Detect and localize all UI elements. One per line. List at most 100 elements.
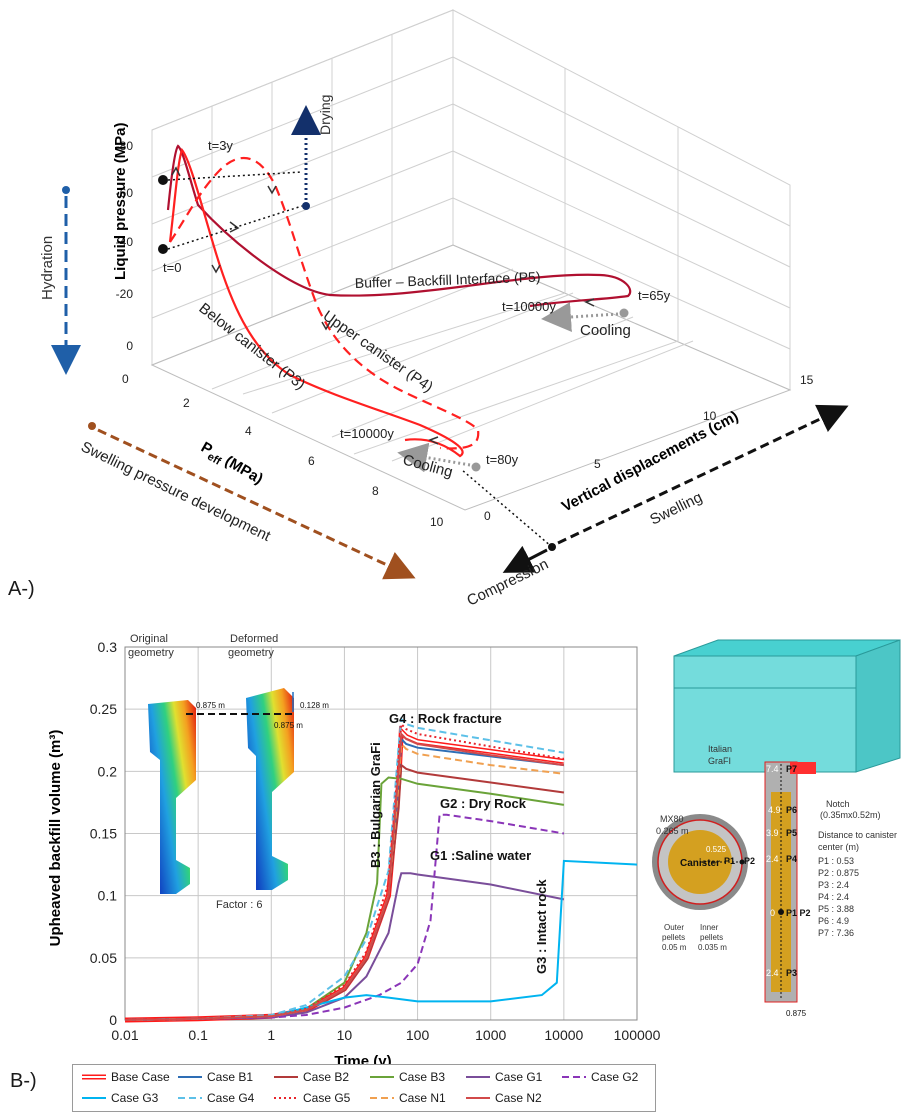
mx80-dim: 0.265 m	[656, 826, 689, 836]
legend-label: Case N1	[399, 1091, 446, 1105]
t3-label: t=3y	[208, 138, 233, 153]
peff-ticks: 0 2 4 6 8 10	[122, 372, 444, 529]
italian-label-2: GraFI	[708, 756, 731, 766]
distance-p4: P4 : 2.4	[818, 892, 849, 902]
v39: 3.9	[766, 828, 779, 838]
distance-p5: P5 : 3.88	[818, 904, 854, 914]
x-tick-label: 10000	[544, 1027, 583, 1043]
vd-tick: 5	[594, 457, 601, 471]
deformed-title-2: geometry	[228, 647, 274, 659]
repository-schematic: Italian GraFI 7.4 4.9 3.9 2.4 0 2.4 P7 P…	[652, 639, 901, 1018]
v74: 7.4	[766, 764, 779, 774]
legend-label: Case G1	[495, 1070, 543, 1084]
y-tick-label: 0	[109, 1012, 117, 1028]
lp7: P7	[786, 764, 797, 774]
legend-label: Case G5	[303, 1091, 351, 1105]
series-case-n2	[124, 731, 565, 1021]
legend-item: Case G2	[561, 1070, 638, 1084]
v0: 0	[770, 908, 775, 918]
legend-item: Case N1	[369, 1091, 446, 1105]
t65-label: t=65y	[638, 288, 671, 303]
annotation-g4: G4 : Rock fracture	[389, 711, 502, 726]
y-tick-label: 0.1	[98, 888, 118, 904]
lp3: P3	[786, 968, 797, 978]
italian-label: Italian	[708, 744, 732, 754]
distance-p6: P6 : 4.9	[818, 916, 849, 926]
v24a: 2.4	[766, 854, 779, 864]
panel-b-label: B-)	[10, 1070, 37, 1092]
y-tick-label: 0.05	[90, 950, 117, 966]
series-case-g2	[124, 813, 565, 1021]
p4-label: Upper canister (P4)	[320, 307, 436, 396]
p5-curve	[166, 144, 632, 308]
x-tick-label: 1000	[475, 1027, 506, 1043]
factor-label: Factor : 6	[216, 899, 262, 911]
section-p1: P1	[724, 856, 735, 866]
legend-swatch	[178, 1076, 202, 1078]
legend-item: Case B2	[273, 1070, 349, 1084]
vd-ticks: 0 5 10 15	[484, 373, 814, 523]
t0-label: t=0	[163, 260, 181, 275]
distance-p7: P7 : 7.36	[818, 928, 854, 938]
notch	[790, 762, 816, 774]
y-tick-label: 0.25	[90, 701, 117, 717]
dim-128: 0.128 m	[300, 701, 329, 710]
lp5: P5	[786, 828, 797, 838]
canister-label: Canister	[680, 858, 720, 869]
annotation-g2: G2 : Dry Rock	[440, 796, 527, 811]
legend-swatch	[466, 1076, 490, 1078]
legend-swatch	[274, 1097, 298, 1099]
panel-b: 0 0.05 0.1 0.15 0.2 0.25 0.3 0.01 0.1 1 10 100 1000 1…	[0, 612, 913, 1113]
x-tick-label: 100	[406, 1027, 430, 1043]
legend-label: Case N2	[495, 1091, 542, 1105]
legend-swatch	[370, 1076, 394, 1078]
legend-swatch	[82, 1074, 106, 1080]
z-axis-title: Liquid pressure (MPa)	[112, 122, 129, 280]
z-tick: -60	[116, 186, 134, 200]
legend-item: Case G3	[81, 1091, 158, 1105]
panel-a-svg: -80 -60 -40 -20 0 Liquid pressure (MPa) …	[39, 9, 849, 610]
outer-pellets-1: Outer	[664, 923, 684, 932]
distance-title-2: center (m)	[818, 842, 859, 852]
start-markers	[158, 171, 629, 473]
panel-a: -80 -60 -40 -20 0 Liquid pressure (MPa) …	[8, 9, 849, 610]
z-tick: -20	[116, 287, 134, 301]
p3-curve	[168, 147, 464, 458]
legend-item: Case G5	[273, 1091, 350, 1105]
legend-swatch	[82, 1097, 106, 1099]
original-title-2: geometry	[128, 647, 174, 659]
legend-swatch	[178, 1097, 202, 1099]
geometry-inset: Original geometry Deformed geometry 0.87…	[128, 633, 329, 911]
drying-label: Drying	[317, 95, 333, 135]
distance-p2: P2 : 0.875	[818, 868, 859, 878]
legend-swatch	[370, 1097, 394, 1099]
v24b: 2.4	[766, 968, 779, 978]
grafi-box-side	[855, 639, 901, 773]
inner-pellets-3: 0.035 m	[698, 943, 727, 952]
annotation-g3: G3 : Intact rock	[534, 879, 549, 974]
notch-label: Notch	[826, 799, 850, 809]
z-tick: -40	[116, 235, 134, 249]
section-p2: P2	[744, 856, 755, 866]
x-tick-label: 10	[337, 1027, 353, 1043]
original-title: Original	[130, 633, 168, 645]
v49: 4.9	[768, 805, 781, 815]
legend-item: Base Case	[81, 1070, 170, 1084]
legend-label: Case B1	[207, 1070, 254, 1084]
inner-pellets-1: Inner	[700, 923, 719, 932]
vd-tick: 15	[800, 373, 814, 387]
legend-label: Case G3	[111, 1091, 159, 1105]
p4-curve	[169, 156, 480, 450]
drying-arrow	[291, 105, 321, 210]
y-tick-label: 0.15	[90, 826, 117, 842]
vd-tick: 0	[484, 509, 491, 523]
compression-label: Compression	[464, 556, 551, 610]
chart-legend: Base Case Case B1 Case B2 Case B3 Case G1 Cas…	[72, 1064, 656, 1112]
outer-pellets-2: pellets	[662, 933, 685, 942]
chart-series	[124, 716, 638, 1023]
dim-0525: 0.525	[706, 845, 727, 854]
legend-swatch	[562, 1076, 586, 1078]
peff-tick: 4	[245, 424, 252, 438]
deformed-title: Deformed	[230, 633, 278, 645]
bottom-dim: 0.875	[786, 1009, 807, 1018]
